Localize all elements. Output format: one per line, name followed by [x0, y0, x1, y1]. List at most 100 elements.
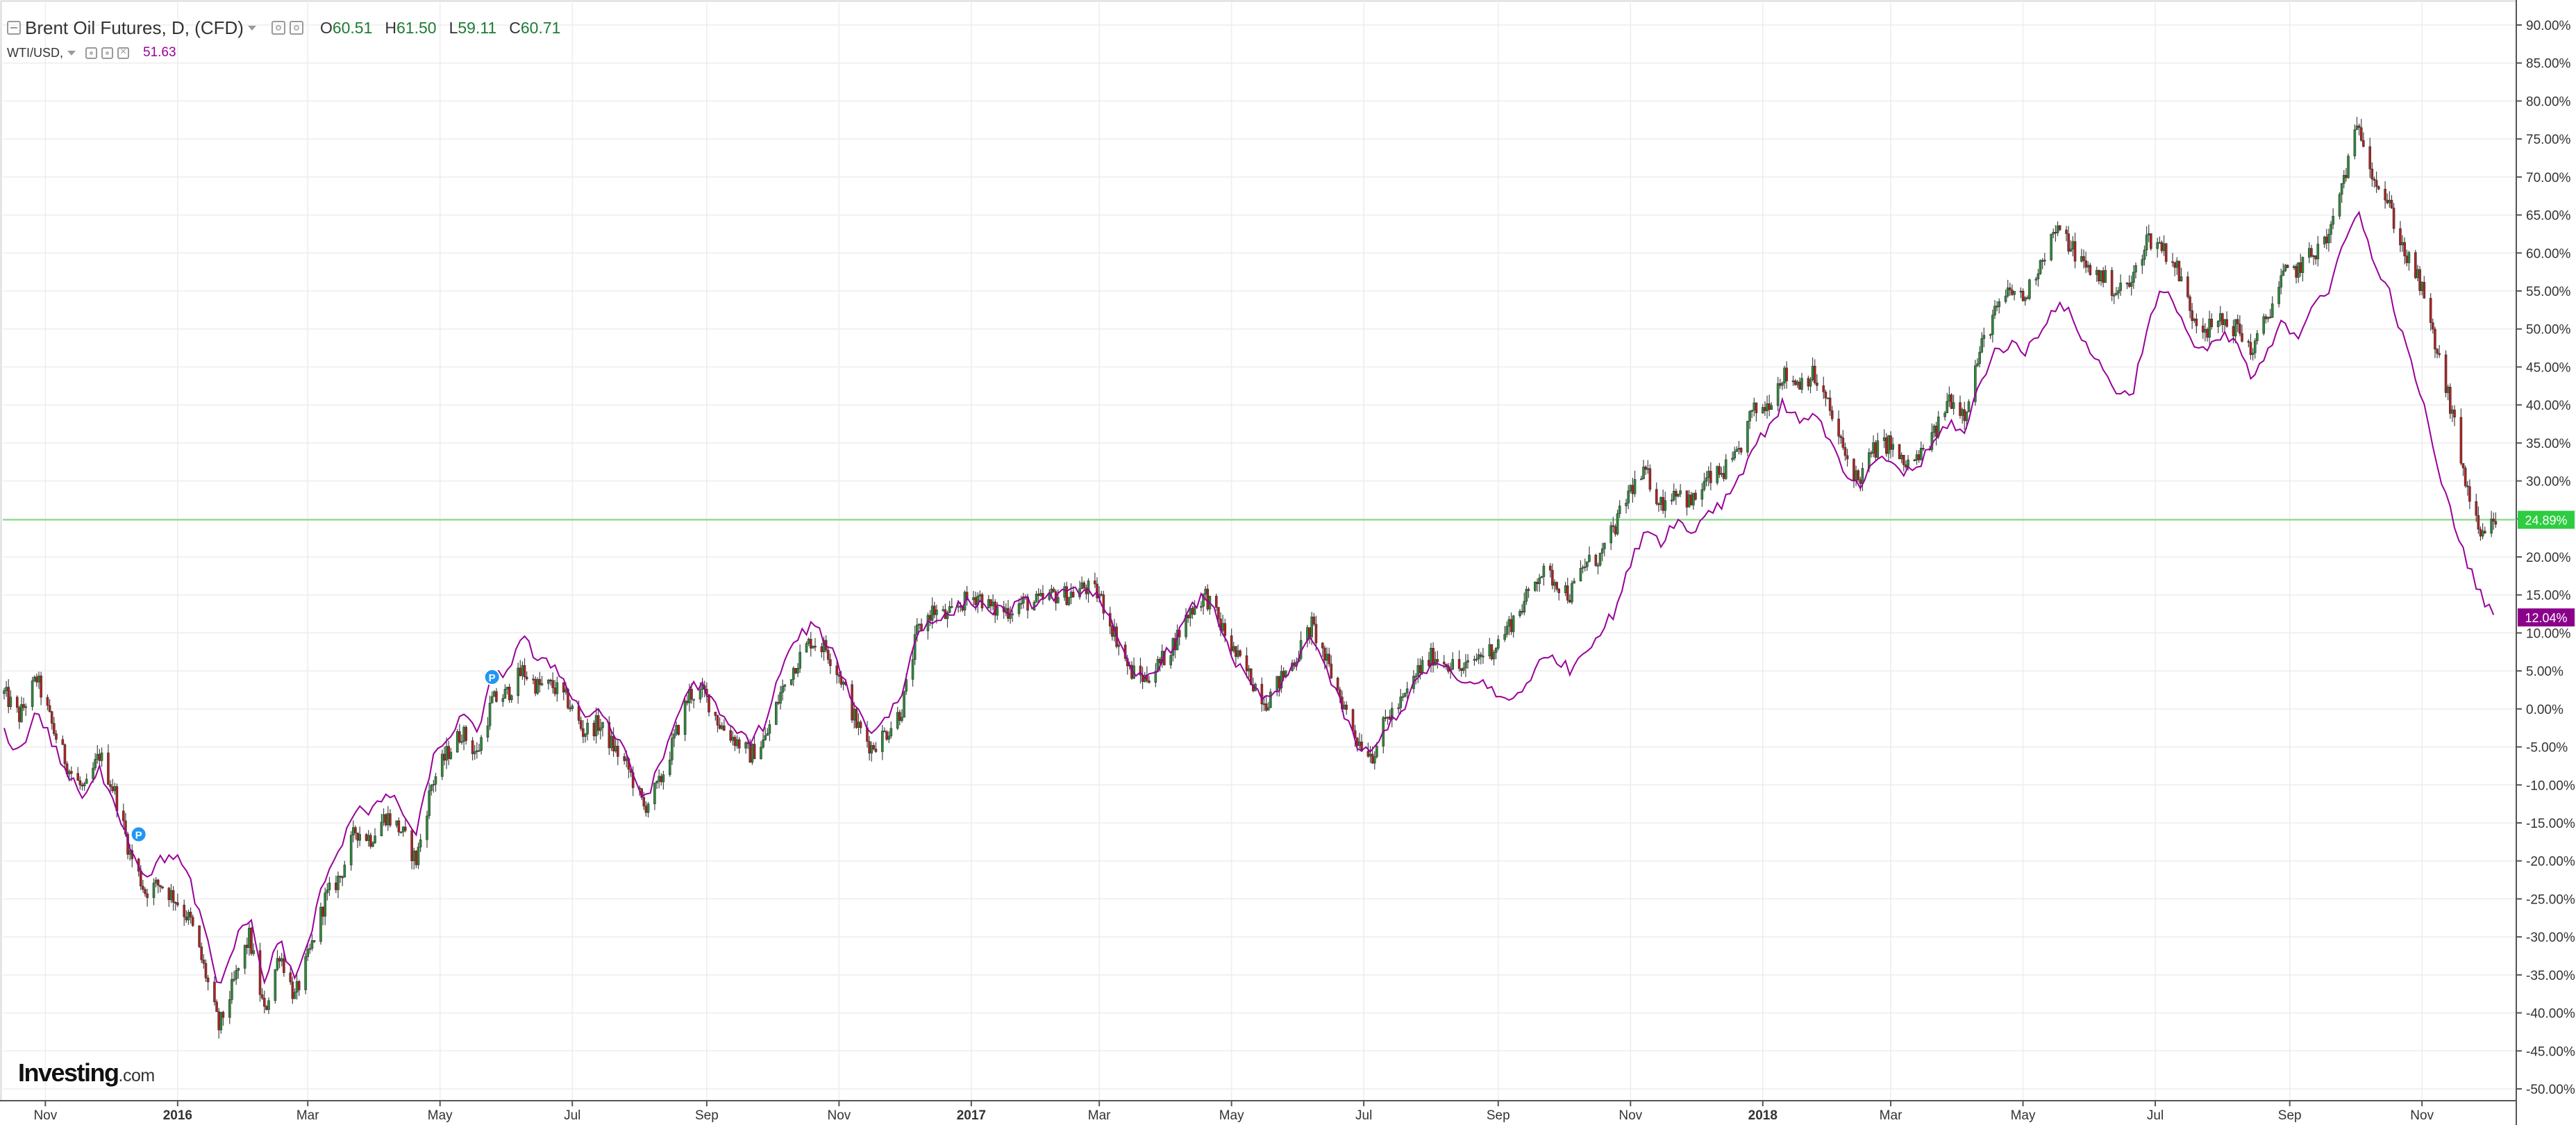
candle-body [2262, 316, 2266, 334]
candle-body [1700, 489, 1704, 500]
candle-body [243, 944, 246, 969]
candle-body [37, 675, 40, 683]
candle-body [1705, 477, 1708, 482]
candle-body [401, 826, 405, 833]
candle-body [395, 820, 399, 826]
candle-body [551, 680, 554, 688]
x-tick-label: Mar [1880, 1108, 1902, 1123]
candle-body [896, 712, 899, 729]
candle-body [805, 643, 808, 653]
y-tick-label: -20.00% [2526, 855, 2575, 869]
settings-icon[interactable] [85, 47, 97, 59]
candle-body [714, 712, 717, 716]
price-label: 24.89% [2525, 513, 2567, 527]
candle-body [594, 715, 598, 737]
candle-body [1913, 459, 1916, 461]
candle-body [1839, 435, 1843, 438]
candle-body [826, 649, 830, 660]
candle-body [1828, 397, 1832, 411]
chevron-down-icon[interactable] [247, 25, 256, 31]
y-tick-label: 30.00% [2526, 475, 2571, 490]
candle-body [1477, 654, 1480, 660]
candle-body [1735, 449, 1739, 452]
candle-body [1932, 426, 1936, 433]
candle-body [1642, 467, 1645, 479]
candle-body [2143, 249, 2146, 260]
candle-body [1950, 394, 1953, 409]
y-tick-label: 65.00% [2526, 209, 2571, 224]
candle-body [1770, 405, 1773, 410]
candle-body [1583, 566, 1587, 568]
candle-body [720, 725, 724, 729]
candle-body [668, 760, 671, 775]
candle-body [1503, 634, 1506, 640]
candle-body [399, 831, 403, 833]
visibility-icon[interactable] [289, 21, 303, 35]
close-icon[interactable] [117, 46, 129, 59]
candle-body [2186, 276, 2189, 297]
candle-body [96, 753, 99, 760]
candle-body [1527, 589, 1530, 591]
candle-body [2023, 297, 2027, 301]
candle-body [775, 701, 778, 725]
candle-body [1488, 644, 1491, 656]
candle-body [1214, 596, 1218, 608]
candle-body [2282, 270, 2285, 276]
candle-body [1462, 667, 1465, 672]
candle-body [829, 659, 832, 667]
candle-body [319, 906, 322, 942]
x-tick-label: Nov [1619, 1108, 1642, 1123]
candle-body [608, 722, 611, 749]
candle-body [1852, 458, 1855, 482]
candle-body [885, 731, 888, 740]
candle-body [1094, 581, 1096, 585]
candle-body [2481, 531, 2484, 537]
candle-body [708, 694, 710, 712]
candle-body [478, 750, 480, 752]
candle-body [183, 904, 186, 917]
candle-body [380, 822, 383, 836]
candle-body [189, 912, 192, 918]
event-marker-label: P [489, 672, 496, 684]
candle-body [1189, 608, 1192, 619]
candle-body [1614, 526, 1617, 535]
candle-body [855, 708, 858, 728]
candle-body [1857, 470, 1860, 481]
candle-body [2026, 297, 2029, 299]
candle-body [1776, 383, 1780, 406]
candle-body [1492, 652, 1496, 660]
candle-body [328, 883, 331, 890]
candle-body [1050, 588, 1053, 594]
candle-body [549, 679, 552, 681]
candle-body [67, 771, 71, 774]
chevron-down-icon[interactable] [67, 50, 76, 56]
y-tick-label: 10.00% [2526, 626, 2571, 641]
candle-body [989, 599, 992, 606]
candle-body [417, 847, 420, 865]
candle-body [1870, 452, 1873, 454]
y-tick-label: 20.00% [2526, 551, 2571, 565]
collapse-icon[interactable] [7, 21, 21, 35]
candle-body [7, 687, 10, 707]
y-tick-label: 70.00% [2526, 171, 2571, 185]
candle-body [1566, 585, 1569, 601]
candle-body [2104, 269, 2107, 283]
candle-body [853, 708, 856, 721]
candle-body [2067, 233, 2070, 252]
candle-body [1245, 655, 1248, 672]
candle-body [798, 651, 801, 669]
candle-body [2461, 462, 2465, 469]
candle-body [809, 639, 812, 649]
candle-body [2086, 265, 2090, 268]
legend-main-row: Brent Oil Futures, D, (CFD) O 60.51 H 61.5… [7, 14, 560, 42]
candle-body [1978, 351, 1981, 365]
settings-icon[interactable] [271, 21, 285, 35]
candle-body [2314, 256, 2317, 260]
candle-body [1707, 471, 1710, 478]
candle-body [898, 712, 901, 721]
candle-body [2327, 234, 2330, 244]
candle-body [2353, 129, 2357, 156]
visibility-icon[interactable] [101, 47, 113, 59]
candle-body [267, 1000, 270, 1010]
